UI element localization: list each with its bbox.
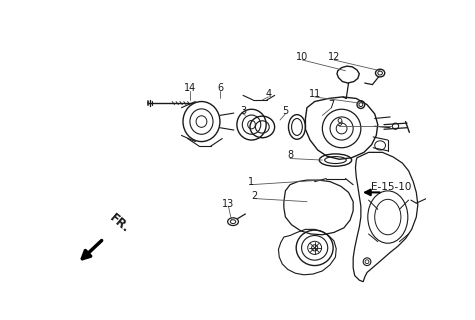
Text: 12: 12 [328,52,340,62]
Text: 3: 3 [240,106,246,116]
Text: 8: 8 [287,150,293,160]
Text: 6: 6 [217,83,223,93]
Text: 7: 7 [329,100,335,110]
Text: E-15-10: E-15-10 [371,182,412,192]
Text: 14: 14 [184,83,196,93]
Text: 5: 5 [282,106,288,116]
Text: 4: 4 [266,89,272,99]
Text: 10: 10 [296,52,308,62]
Text: 11: 11 [309,89,321,99]
Text: 1: 1 [247,177,254,187]
Text: 13: 13 [222,199,235,209]
Text: 9: 9 [336,118,342,128]
Text: 2: 2 [251,191,258,201]
Text: FR.: FR. [107,212,132,236]
